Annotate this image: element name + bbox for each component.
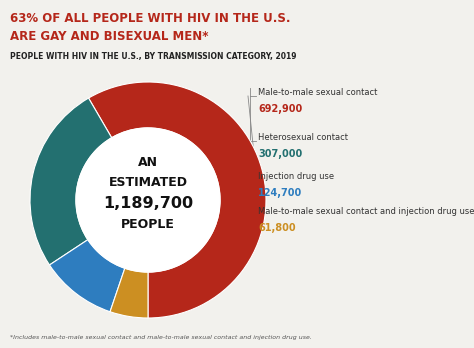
Wedge shape <box>89 82 266 318</box>
Wedge shape <box>30 98 112 265</box>
Text: Injection drug use: Injection drug use <box>258 172 334 181</box>
Text: ARE GAY AND BISEXUAL MEN*: ARE GAY AND BISEXUAL MEN* <box>10 30 209 43</box>
Wedge shape <box>110 268 148 318</box>
Text: PEOPLE: PEOPLE <box>121 218 175 230</box>
Text: *Includes male-to-male sexual contact and male-to-male sexual contact and inject: *Includes male-to-male sexual contact an… <box>10 335 312 340</box>
Text: 63% OF ALL PEOPLE WITH HIV IN THE U.S.: 63% OF ALL PEOPLE WITH HIV IN THE U.S. <box>10 12 291 25</box>
Text: Male-to-male sexual contact and injection drug use: Male-to-male sexual contact and injectio… <box>258 207 474 216</box>
Text: PEOPLE WITH HIV IN THE U.S., BY TRANSMISSION CATEGORY, 2019: PEOPLE WITH HIV IN THE U.S., BY TRANSMIS… <box>10 52 297 61</box>
Text: 1,189,700: 1,189,700 <box>103 197 193 212</box>
Text: ESTIMATED: ESTIMATED <box>109 175 188 189</box>
Text: AN: AN <box>138 156 158 168</box>
Text: 307,000: 307,000 <box>258 149 302 159</box>
Text: 124,700: 124,700 <box>258 188 302 198</box>
Text: 61,800: 61,800 <box>258 223 296 233</box>
Text: Heterosexual contact: Heterosexual contact <box>258 133 348 142</box>
Text: Male-to-male sexual contact: Male-to-male sexual contact <box>258 88 377 97</box>
Wedge shape <box>49 240 125 312</box>
Circle shape <box>76 128 220 272</box>
Text: 692,900: 692,900 <box>258 104 302 114</box>
